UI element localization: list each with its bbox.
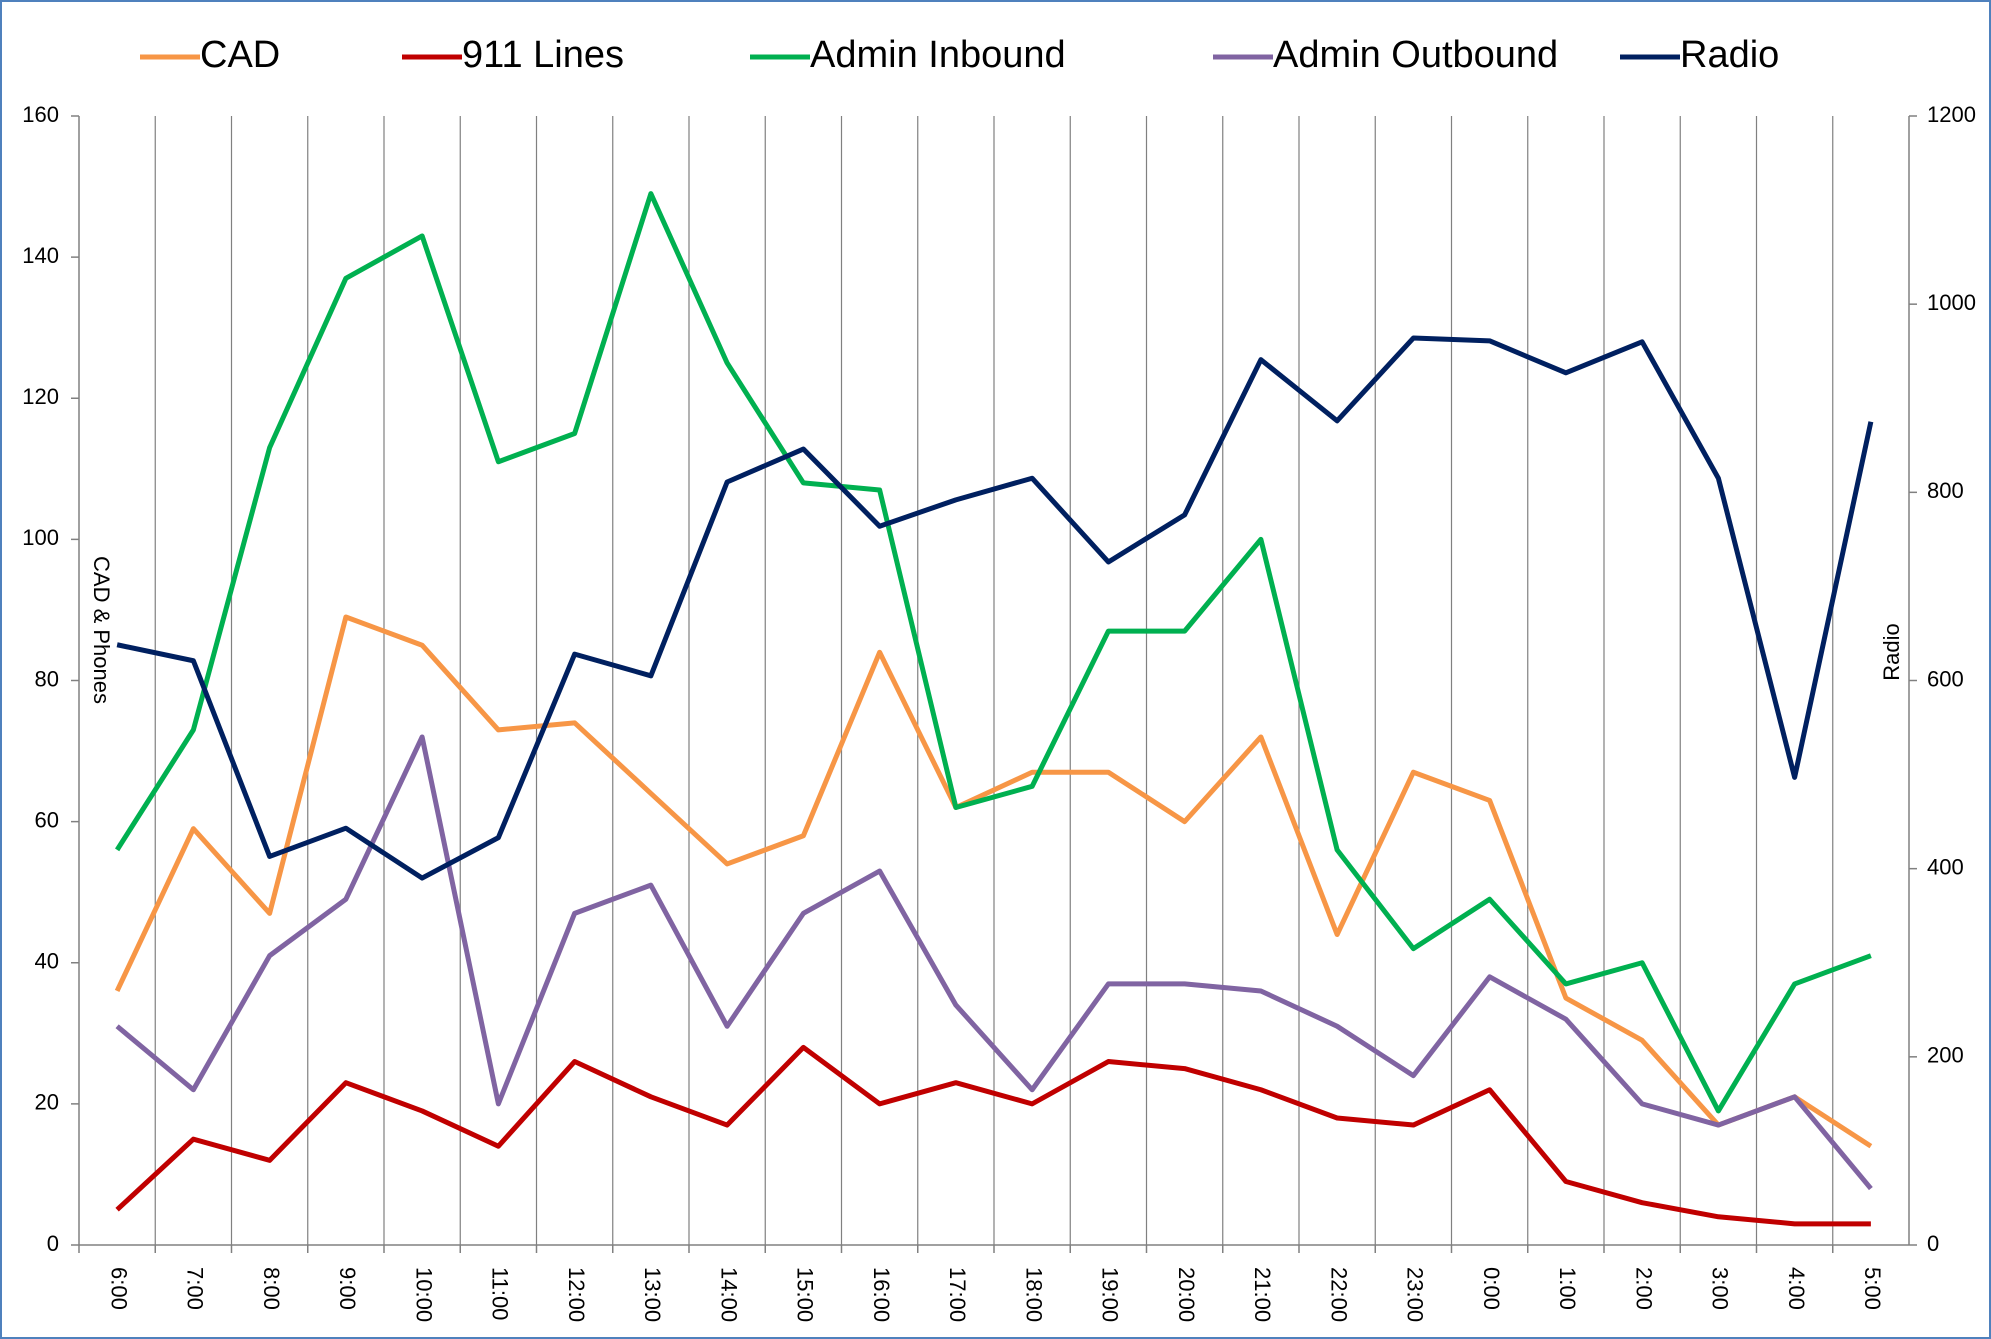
x-tick-label: 3:00	[1708, 1267, 1733, 1310]
x-tick-label: 23:00	[1403, 1267, 1428, 1322]
x-tick-label: 19:00	[1098, 1267, 1123, 1322]
x-tick-label: 0:00	[1479, 1267, 1504, 1310]
x-tick-label: 9:00	[335, 1267, 360, 1310]
legend-text: Admin Outbound	[1273, 34, 1558, 76]
x-tick-label: 6:00	[106, 1267, 131, 1310]
series-line	[116, 335, 1874, 881]
x-tick-label: 14:00	[716, 1267, 741, 1322]
x-tick-label: 5:00	[1860, 1267, 1885, 1310]
series-line	[115, 734, 1873, 1191]
series-line	[115, 191, 1872, 1114]
x-tick-label: 1:00	[1555, 1267, 1580, 1310]
legend-text: Radio	[1680, 34, 1779, 76]
y-tick-label: 160	[22, 102, 59, 127]
y-tick-label: 100	[22, 525, 59, 550]
y-tick-label: 0	[47, 1231, 59, 1256]
y-tick-label: 140	[22, 243, 59, 268]
y2-axis-title: Radio	[1879, 623, 1904, 680]
y-tick-label: 40	[35, 949, 59, 974]
y-tick-label: 20	[35, 1090, 59, 1115]
y-tick-label: 80	[35, 666, 59, 691]
y2-tick-label: 600	[1927, 666, 1964, 691]
y-tick-label: 120	[22, 384, 59, 409]
y2-tick-label: 1000	[1927, 290, 1976, 315]
x-tick-label: 16:00	[869, 1267, 894, 1322]
y2-tick-label: 1200	[1927, 102, 1976, 127]
x-tick-label: 11:00	[488, 1267, 513, 1320]
y2-tick-label: 800	[1927, 478, 1964, 503]
series-line	[114, 614, 1873, 1149]
x-tick-label: 10:00	[411, 1267, 436, 1322]
legend-text: CAD	[200, 34, 280, 76]
x-tick-label: 22:00	[1326, 1267, 1351, 1322]
y2-tick-label: 0	[1927, 1231, 1939, 1256]
y-axis-title: CAD & Phones	[89, 556, 114, 704]
x-tick-label: 7:00	[183, 1267, 208, 1310]
y2-tick-label: 200	[1927, 1043, 1964, 1068]
legend-text: 911 Lines	[462, 34, 624, 76]
x-tick-label: 21:00	[1250, 1267, 1275, 1322]
x-tick-label: 15:00	[793, 1267, 818, 1322]
x-tick-label: 2:00	[1631, 1267, 1656, 1310]
x-tick-label: 17:00	[945, 1267, 970, 1322]
legend-text: Admin Inbound	[810, 34, 1066, 76]
y-tick-label: 60	[35, 807, 59, 832]
x-tick-label: 12:00	[564, 1267, 589, 1322]
x-tick-label: 20:00	[1174, 1267, 1199, 1322]
series-line	[115, 1044, 1871, 1227]
x-tick-label: 18:00	[1021, 1267, 1046, 1322]
x-tick-label: 4:00	[1784, 1267, 1809, 1310]
y2-tick-label: 400	[1927, 854, 1964, 879]
x-tick-label: 13:00	[640, 1267, 665, 1322]
x-tick-label: 8:00	[259, 1267, 284, 1310]
